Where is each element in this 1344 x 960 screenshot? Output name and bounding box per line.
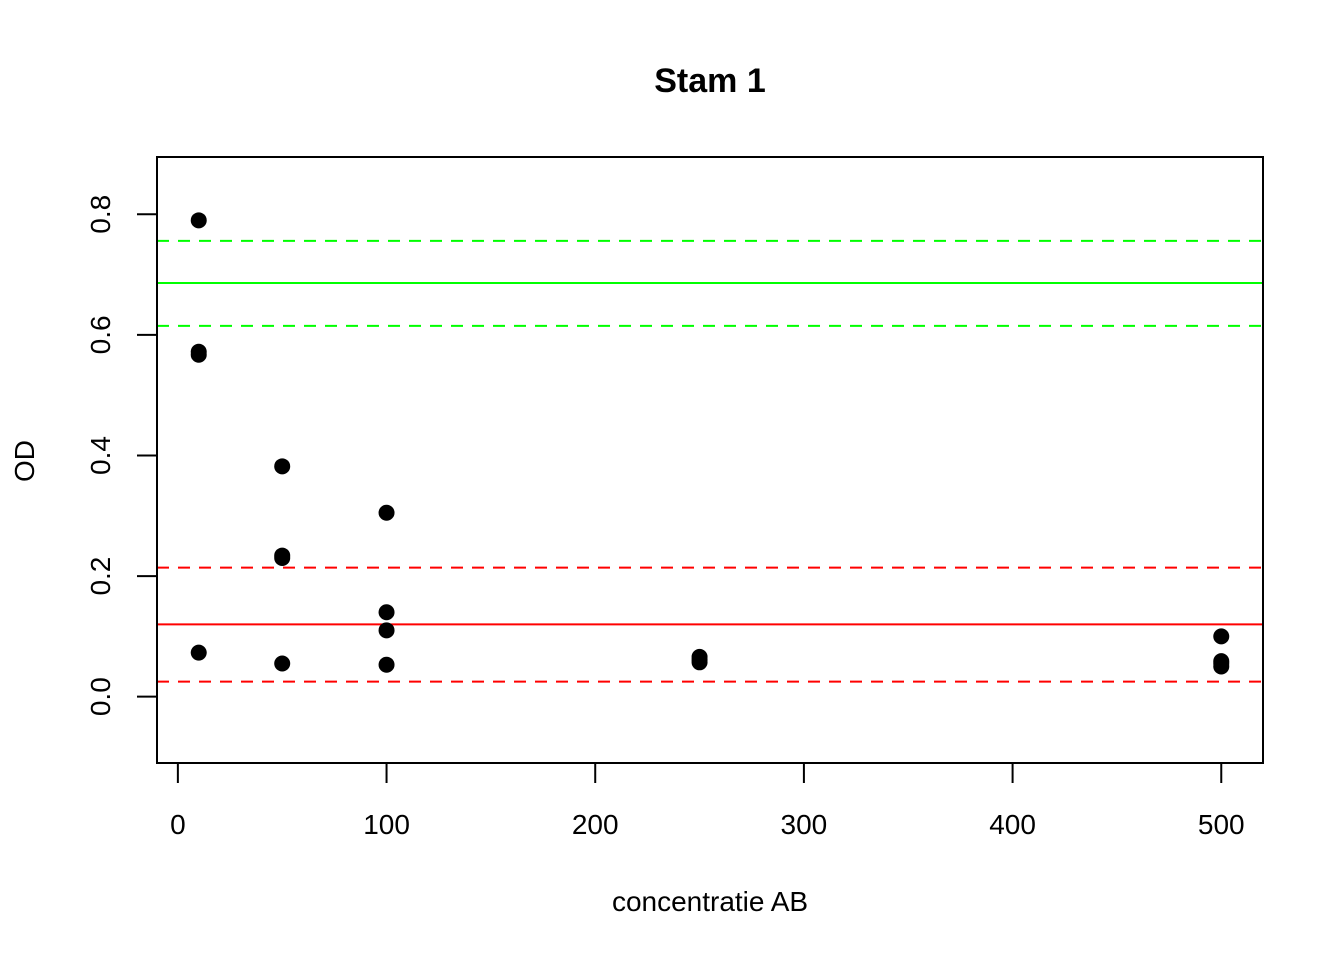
data-point-9 bbox=[378, 504, 395, 521]
x-tick-label: 200 bbox=[572, 809, 619, 840]
y-tick-label: 0.6 bbox=[85, 315, 116, 354]
y-axis: 0.0 0.2 0.4 0.6 0.8 bbox=[85, 195, 158, 716]
y-tick-label: 0.4 bbox=[85, 436, 116, 475]
data-point-11 bbox=[378, 622, 395, 639]
x-axis-label: concentratie AB bbox=[612, 886, 808, 917]
x-tick-label: 500 bbox=[1198, 809, 1245, 840]
data-point-5 bbox=[274, 458, 291, 475]
y-tick-label: 0.0 bbox=[85, 677, 116, 716]
data-points bbox=[190, 212, 1230, 675]
data-point-7 bbox=[274, 549, 291, 566]
data-point-19 bbox=[1213, 658, 1230, 675]
reference-lines bbox=[157, 239, 1263, 683]
data-point-1 bbox=[190, 212, 207, 229]
data-point-10 bbox=[378, 604, 395, 621]
plot-frame bbox=[156, 156, 1264, 764]
data-point-8 bbox=[274, 655, 291, 672]
data-point-12 bbox=[378, 656, 395, 673]
x-tick-label: 100 bbox=[363, 809, 410, 840]
x-axis: 0 100 200 300 400 500 bbox=[170, 762, 1245, 840]
y-axis-label: OD bbox=[9, 440, 40, 482]
y-tick-label: 0.2 bbox=[85, 557, 116, 596]
y-tick-label: 0.8 bbox=[85, 195, 116, 234]
data-point-4 bbox=[190, 644, 207, 661]
data-point-16 bbox=[1213, 628, 1230, 645]
x-tick-label: 0 bbox=[170, 809, 186, 840]
data-point-3 bbox=[190, 346, 207, 363]
data-point-15 bbox=[691, 654, 708, 671]
x-tick-label: 400 bbox=[989, 809, 1036, 840]
chart-title: Stam 1 bbox=[654, 62, 766, 100]
x-tick-label: 300 bbox=[781, 809, 828, 840]
